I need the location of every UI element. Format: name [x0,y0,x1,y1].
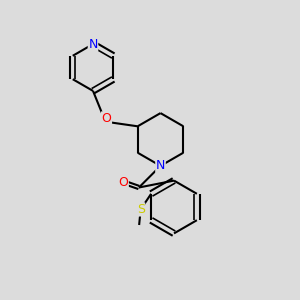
Text: S: S [136,203,145,216]
Text: O: O [118,176,128,189]
Text: N: N [88,38,98,51]
Text: O: O [102,112,111,125]
Text: N: N [156,159,165,172]
